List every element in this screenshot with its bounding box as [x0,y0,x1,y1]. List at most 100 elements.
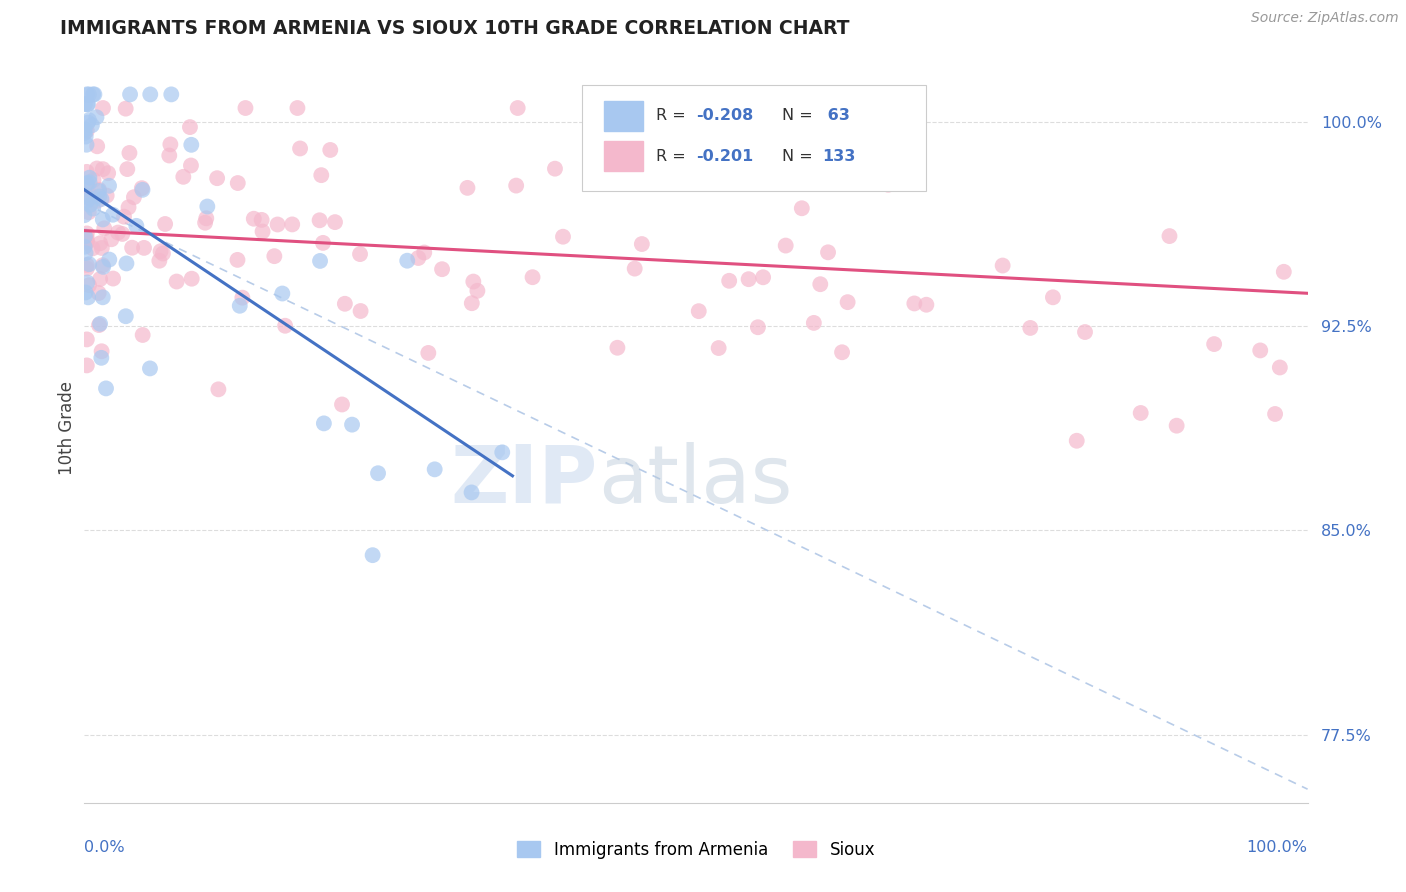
Point [76,235,98,249]
Point [349,304,371,318]
Point [77,87,100,102]
Point [274,318,297,333]
Point [319,143,342,157]
Point [205,171,228,186]
Point [288,141,311,155]
Point [180,159,202,173]
Point [226,176,249,190]
Point [76,124,98,138]
Point [98,252,121,267]
Text: N =: N = [782,149,817,163]
Point [86,161,108,176]
Point [903,296,925,310]
Point [461,296,484,310]
Point [77,257,100,271]
Point [76,235,98,250]
Point [76,276,98,290]
Point [1249,343,1271,358]
Point [101,271,124,285]
Point [114,102,136,116]
Point [77,97,100,112]
Point [86,139,108,153]
Point [91,101,114,115]
Point [195,211,218,226]
Point [311,168,333,182]
Point [367,467,389,481]
Point [90,344,112,359]
Text: 0.0%: 0.0% [84,839,125,855]
Point [82,87,104,102]
Point [271,286,294,301]
Point [157,148,180,162]
Point [467,284,489,298]
Point [89,236,111,251]
Point [77,205,100,219]
Point [195,200,218,214]
Point [166,275,188,289]
Point [456,181,478,195]
Point [79,175,101,189]
Point [77,290,100,304]
Legend: Immigrants from Armenia, Sioux: Immigrants from Armenia, Sioux [510,834,882,865]
Text: ZIP: ZIP [451,442,598,520]
Point [100,232,122,246]
Point [1166,418,1188,433]
Point [76,333,98,347]
Point [396,253,419,268]
Point [80,118,103,132]
Point [82,202,104,216]
Point [1159,229,1181,244]
Point [87,286,110,301]
Point [89,272,111,286]
Point [752,270,775,285]
Point [915,298,938,312]
Bar [605,101,644,131]
Point [139,87,162,102]
Point [551,229,574,244]
Point [75,129,97,144]
Point [87,183,110,197]
Point [91,260,114,274]
Point [80,188,103,202]
Point [817,245,839,260]
Point [89,317,111,331]
Point [75,188,97,202]
Point [491,445,513,459]
Point [97,166,120,180]
Point [505,178,527,193]
Point [121,241,143,255]
Point [91,258,114,272]
Point [76,231,98,245]
Point [349,247,371,261]
Point [544,161,567,176]
Point [73,97,96,112]
Text: IMMIGRANTS FROM ARMENIA VS SIOUX 10TH GRADE CORRELATION CHART: IMMIGRANTS FROM ARMENIA VS SIOUX 10TH GR… [60,19,849,38]
Point [160,87,183,102]
Point [76,227,98,241]
Point [737,272,759,286]
Point [287,101,309,115]
Point [831,345,853,359]
Point [87,184,110,198]
Point [790,201,813,215]
Point [76,359,98,373]
Point [76,97,98,112]
Point [96,188,118,202]
Text: N =: N = [782,108,817,123]
Point [91,290,114,304]
Point [250,213,273,227]
Point [180,137,202,152]
Point [73,122,96,136]
Point [281,218,304,232]
Point [86,194,108,208]
Point [76,187,98,202]
Point [131,328,153,343]
Point [1268,360,1291,375]
Point [90,351,112,365]
Point [117,162,139,177]
Point [117,200,139,214]
Point [243,211,266,226]
Point [148,253,170,268]
Point [1066,434,1088,448]
Point [330,397,353,411]
